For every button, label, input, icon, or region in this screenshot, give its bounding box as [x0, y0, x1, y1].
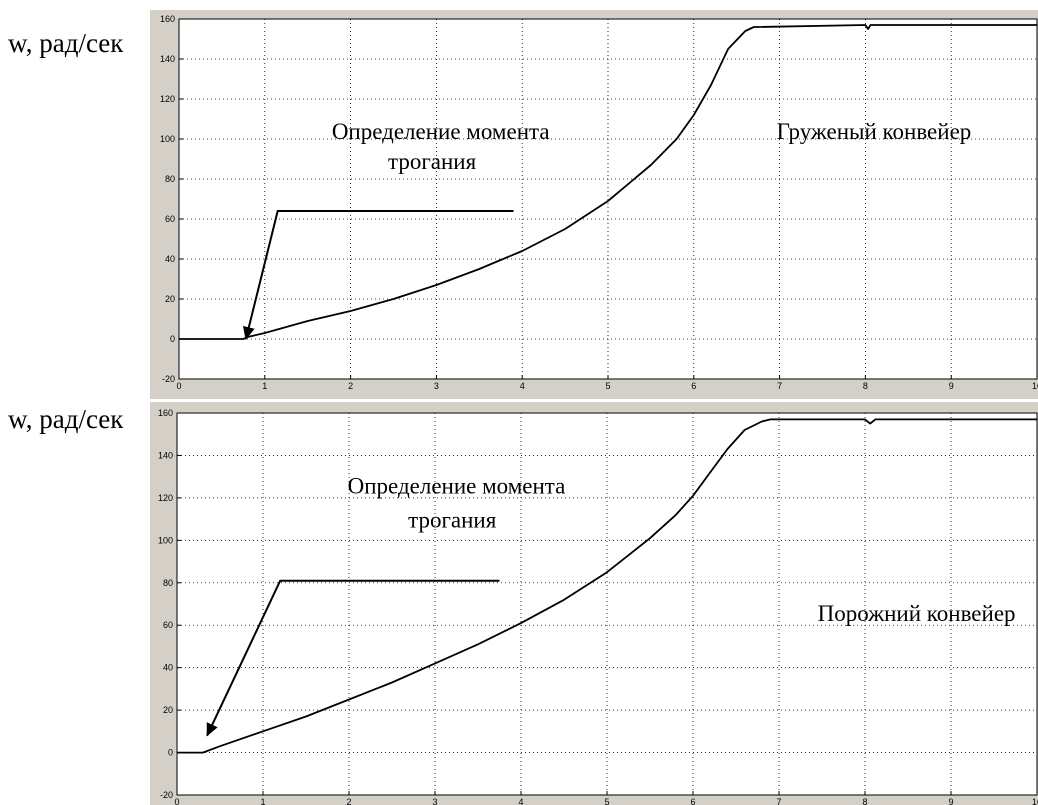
y-axis-label: w, рад/сек	[8, 28, 124, 58]
y-tick-label: 0	[168, 748, 173, 758]
x-tick-label: 1	[260, 797, 265, 805]
x-tick-label: 7	[776, 797, 781, 805]
y-tick-label: 0	[170, 334, 175, 344]
x-tick-label: 9	[949, 381, 954, 391]
scope-panel-bottom: 012345678910-20020406080100120140160Опре…	[150, 402, 1038, 805]
chart-plot-top: 012345678910-20020406080100120140160Опре…	[160, 14, 1038, 391]
x-tick-label: 0	[176, 381, 181, 391]
x-tick-label: 6	[690, 797, 695, 805]
y-tick-label: 120	[160, 94, 175, 104]
x-tick-label: 8	[862, 797, 867, 805]
x-tick-label: 5	[604, 797, 609, 805]
annotation-arrow	[242, 210, 514, 340]
x-tick-label: 0	[174, 797, 179, 805]
series-line	[177, 418, 1037, 754]
y-tick-label: 80	[163, 578, 173, 588]
annotation-text: трогания	[408, 508, 497, 533]
chart-plot-bottom: 012345678910-20020406080100120140160Опре…	[158, 408, 1038, 805]
x-tick-label: 6	[691, 381, 696, 391]
y-tick-label: 80	[165, 174, 175, 184]
x-tick-label: 8	[863, 381, 868, 391]
x-tick-label: 4	[520, 381, 525, 391]
x-tick-label: 9	[948, 797, 953, 805]
x-tick-label: 2	[348, 381, 353, 391]
scope-panel-top: 012345678910-20020406080100120140160Опре…	[150, 10, 1038, 399]
series-line	[179, 24, 1037, 340]
x-tick-label: 7	[777, 381, 782, 391]
y-tick-label: 40	[165, 254, 175, 264]
x-tick-label: 3	[434, 381, 439, 391]
y-tick-label: 140	[158, 450, 173, 460]
y-tick-label: 160	[160, 14, 175, 24]
plot-area	[176, 412, 1038, 796]
y-tick-label: 100	[158, 535, 173, 545]
x-tick-label: 3	[432, 797, 437, 805]
annotation-arrow	[206, 579, 500, 737]
y-tick-label: 160	[158, 408, 173, 418]
y-tick-label: 20	[165, 294, 175, 304]
annotation-text: Определение момента	[332, 119, 550, 144]
x-tick-label: 1	[262, 381, 267, 391]
y-tick-label: 140	[160, 54, 175, 64]
y-tick-label: 120	[158, 493, 173, 503]
y-tick-label: -20	[162, 374, 175, 384]
y-tick-label: -20	[160, 790, 173, 800]
x-tick-label: 5	[605, 381, 610, 391]
x-tick-label: 4	[518, 797, 523, 805]
y-axis-label: w, рад/сек	[8, 404, 124, 434]
y-tick-label: 60	[165, 214, 175, 224]
x-tick-label: 10	[1032, 381, 1038, 391]
annotation-text: трогания	[388, 149, 477, 174]
y-tick-label: 60	[163, 620, 173, 630]
y-tick-label: 100	[160, 134, 175, 144]
y-tick-label: 40	[163, 663, 173, 673]
annotation-text: Груженый конвейер	[777, 119, 972, 144]
x-tick-label: 10	[1032, 797, 1038, 805]
annotation-text: Порожний конвейер	[818, 601, 1016, 626]
y-tick-label: 20	[163, 705, 173, 715]
x-tick-label: 2	[346, 797, 351, 805]
annotation-text: Определение момента	[348, 474, 566, 499]
